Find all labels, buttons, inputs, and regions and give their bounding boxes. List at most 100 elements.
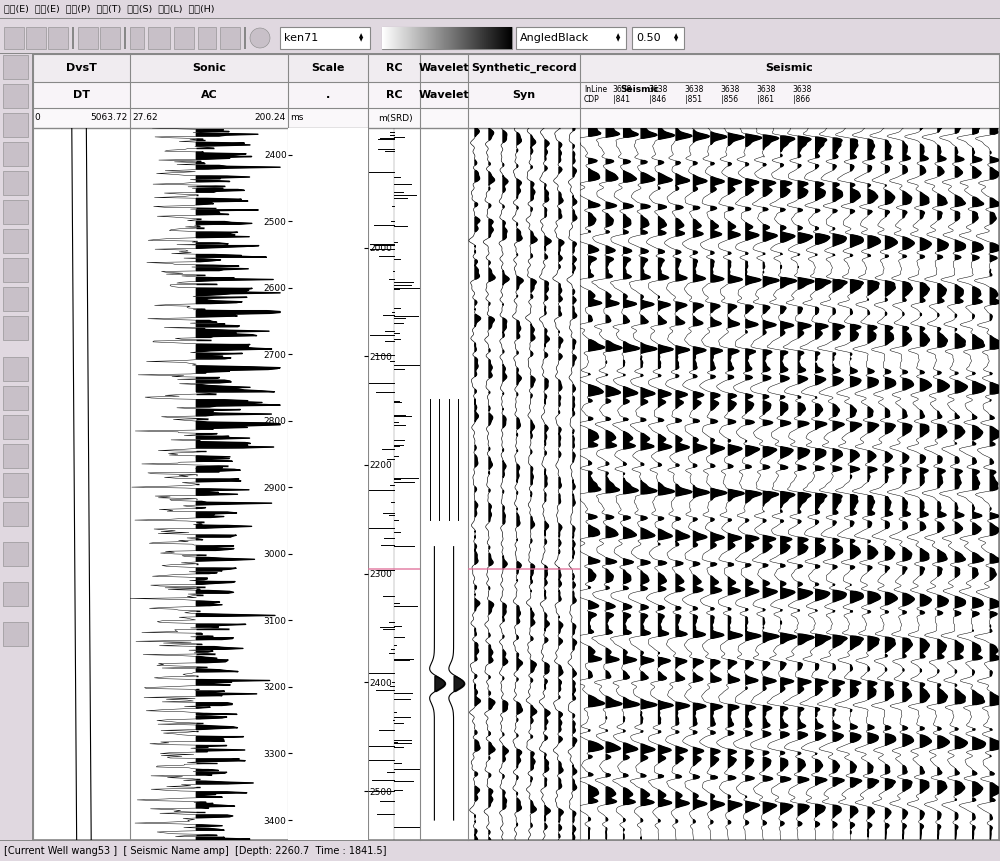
Text: |846: |846	[649, 96, 667, 104]
Text: 文件(E)  编辑(E)  显示(P)  工具(T)  标定(S)  布局(L)  帮助(H): 文件(E) 编辑(E) 显示(P) 工具(T) 标定(S) 布局(L) 帮助(H…	[4, 4, 214, 14]
Bar	[3, 200, 28, 224]
Bar	[3, 258, 28, 282]
Bar	[0, 19, 1000, 53]
Bar	[468, 108, 580, 128]
Text: ▲
▼: ▲ ▼	[359, 34, 363, 42]
Text: .: .	[326, 90, 330, 100]
Bar	[220, 27, 240, 49]
Bar	[3, 316, 28, 340]
Bar	[288, 82, 368, 108]
Text: 0: 0	[34, 114, 40, 122]
Bar	[468, 82, 580, 108]
Bar	[3, 357, 28, 381]
Bar	[124, 27, 126, 49]
Text: AC: AC	[201, 90, 217, 100]
Bar	[3, 55, 28, 79]
Text: Seismic: Seismic	[766, 63, 813, 73]
Bar	[368, 54, 420, 82]
Text: ms: ms	[290, 114, 303, 122]
Text: RC: RC	[386, 90, 402, 100]
Bar	[3, 444, 28, 468]
Text: 3638: 3638	[612, 85, 632, 95]
Text: Syn: Syn	[512, 90, 536, 100]
Bar	[580, 108, 999, 128]
Text: |866: |866	[793, 96, 811, 104]
Text: 3638: 3638	[720, 85, 740, 95]
Bar	[130, 108, 288, 128]
Bar	[32, 54, 33, 841]
Text: ken71: ken71	[284, 33, 318, 43]
Text: Scale: Scale	[311, 63, 345, 73]
Bar	[3, 229, 28, 253]
Bar	[3, 84, 28, 108]
Bar	[3, 582, 28, 606]
Text: Seismic: Seismic	[620, 85, 660, 95]
Text: 3638: 3638	[684, 85, 704, 95]
Bar	[148, 27, 170, 49]
Text: 5063.72: 5063.72	[91, 114, 128, 122]
Bar	[0, 841, 1000, 861]
Bar	[468, 54, 580, 82]
Text: m(SRD): m(SRD)	[378, 114, 412, 122]
Bar	[0, 18, 1000, 19]
Bar	[3, 287, 28, 311]
Bar	[420, 108, 468, 128]
Bar	[3, 142, 28, 166]
Bar	[78, 27, 98, 49]
Text: |851: |851	[686, 96, 702, 104]
Bar	[174, 27, 194, 49]
Bar	[288, 54, 368, 82]
Bar	[288, 108, 368, 128]
Bar	[580, 82, 999, 108]
Bar	[420, 82, 468, 108]
Bar	[516, 27, 626, 49]
Bar	[130, 82, 288, 108]
Bar	[130, 27, 144, 49]
Bar	[632, 27, 684, 49]
Text: [Current Well wang53 ]  [ Seismic Name amp]  [Depth: 2260.7  Time : 1841.5]: [Current Well wang53 ] [ Seismic Name am…	[4, 846, 386, 856]
Text: 27.62: 27.62	[132, 114, 158, 122]
Text: Synthetic_record: Synthetic_record	[471, 63, 577, 73]
Bar	[0, 840, 1000, 841]
Bar	[3, 502, 28, 526]
Text: ▲
▼: ▲ ▼	[616, 34, 620, 42]
Text: 0.50: 0.50	[636, 33, 661, 43]
Bar	[3, 622, 28, 646]
Text: 200.24: 200.24	[255, 114, 286, 122]
Bar	[368, 82, 420, 108]
Bar	[0, 54, 32, 841]
Bar	[0, 53, 1000, 54]
Bar	[3, 171, 28, 195]
Bar	[72, 27, 74, 49]
Bar	[3, 415, 28, 439]
Bar	[33, 82, 130, 108]
Text: AngledBlack: AngledBlack	[520, 33, 589, 43]
Bar	[48, 27, 68, 49]
Bar	[33, 108, 130, 128]
Bar	[198, 27, 216, 49]
Text: ▲
▼: ▲ ▼	[674, 34, 678, 42]
Bar	[26, 27, 46, 49]
Text: |861: |861	[758, 96, 774, 104]
Bar	[100, 27, 120, 49]
Bar	[3, 386, 28, 410]
Bar	[280, 27, 370, 49]
Text: DT: DT	[73, 90, 90, 100]
Text: Wavelet: Wavelet	[419, 63, 469, 73]
Text: CDP: CDP	[584, 96, 600, 104]
Text: |856: |856	[721, 96, 739, 104]
Text: |841: |841	[614, 96, 631, 104]
Bar	[130, 54, 288, 82]
Text: 3638: 3638	[792, 85, 812, 95]
Bar	[0, 0, 1000, 18]
Text: 3638: 3638	[756, 85, 776, 95]
Text: Sonic: Sonic	[192, 63, 226, 73]
Bar	[3, 473, 28, 497]
Bar	[3, 542, 28, 566]
Text: Wavelet: Wavelet	[419, 90, 469, 100]
Bar	[244, 27, 246, 49]
Bar	[420, 54, 468, 82]
Text: RC: RC	[386, 63, 402, 73]
Text: InLine: InLine	[584, 85, 607, 95]
Bar	[580, 54, 999, 82]
